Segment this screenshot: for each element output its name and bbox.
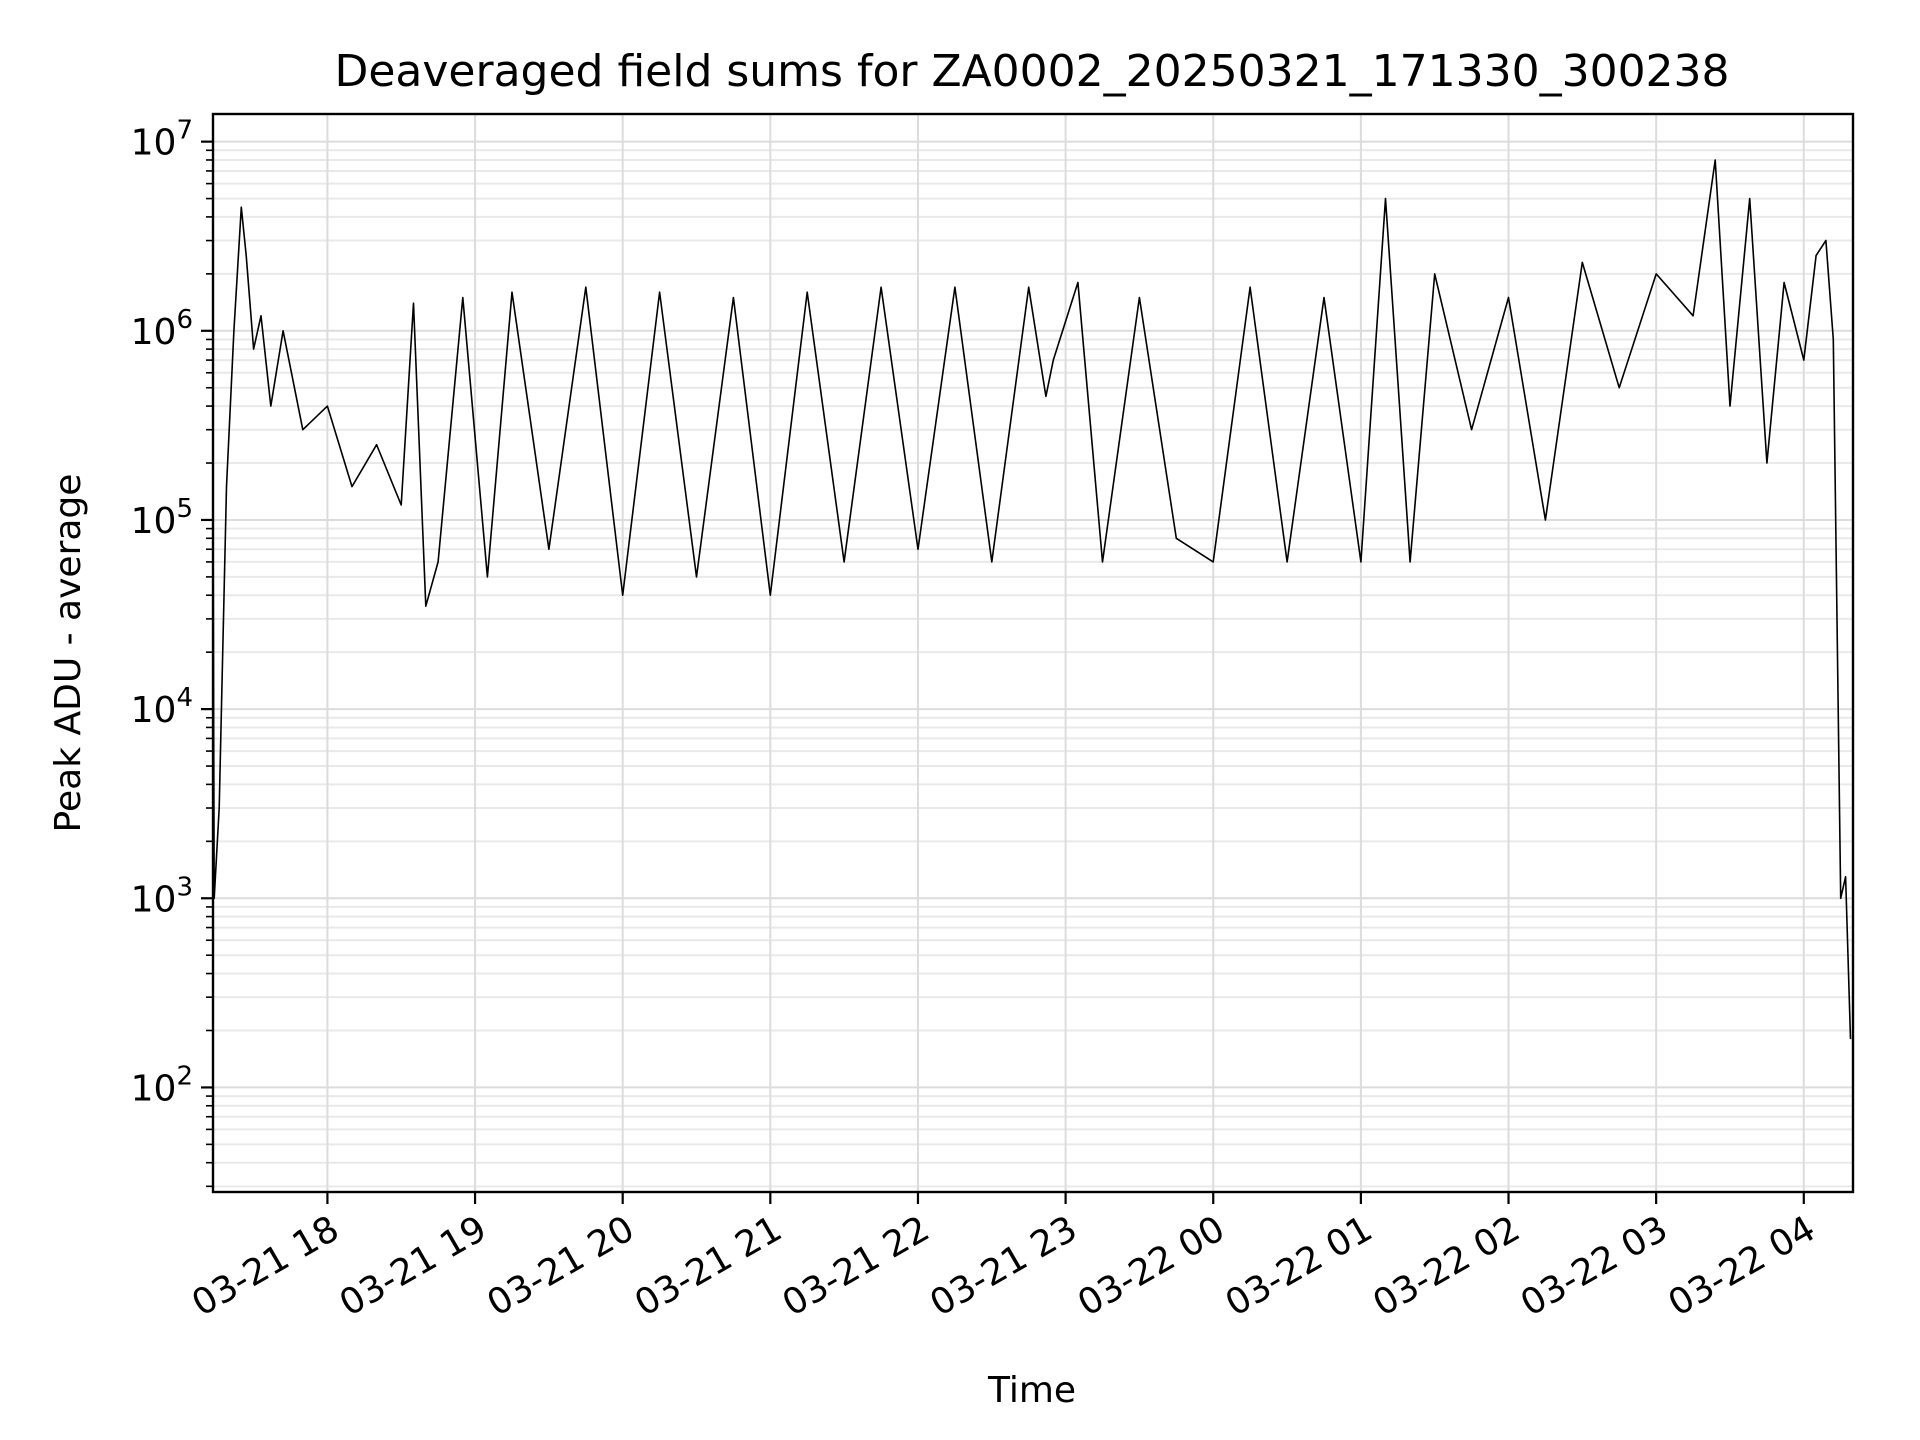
x-tick-label: 03-21 23 <box>923 1208 1084 1324</box>
y-tick-label: 103 <box>131 872 193 920</box>
y-tick-label: 106 <box>131 305 193 353</box>
y-tick-label: 105 <box>131 494 193 542</box>
axis-ticks <box>201 140 1805 1204</box>
x-tick-label: 03-21 20 <box>481 1208 642 1324</box>
y-tick-labels: 102 103 104 105 106 107 <box>131 116 193 1110</box>
x-tick-label: 03-22 02 <box>1366 1208 1527 1324</box>
x-tick-label: 03-22 03 <box>1514 1208 1675 1324</box>
chart-title: Deaveraged field sums for ZA0002_2025032… <box>334 46 1729 97</box>
y-axis-label: Peak ADU - average <box>48 474 89 833</box>
x-tick-label: 03-21 22 <box>776 1208 937 1324</box>
x-tick-label: 03-21 19 <box>333 1208 494 1324</box>
x-tick-label: 03-21 18 <box>185 1208 346 1324</box>
x-tick-label: 03-21 21 <box>628 1208 789 1324</box>
x-axis-label: Time <box>987 1370 1076 1411</box>
grid <box>213 114 1853 1192</box>
x-tick-label: 03-22 01 <box>1219 1208 1380 1324</box>
x-tick-label: 03-22 00 <box>1071 1208 1232 1324</box>
y-tick-label: 104 <box>131 683 193 731</box>
plot-frame <box>211 112 1855 1194</box>
y-tick-label: 107 <box>131 116 193 164</box>
series-line <box>212 159 1852 1040</box>
y-tick-label: 102 <box>131 1061 193 1109</box>
x-tick-label: 03-22 04 <box>1662 1208 1823 1324</box>
